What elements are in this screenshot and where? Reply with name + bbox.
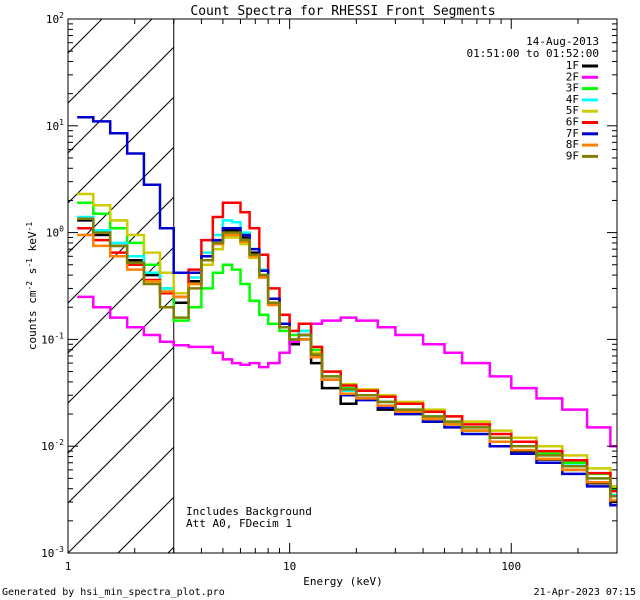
footer-generated-by: Generated by hsi_min_spectra_plot.pro xyxy=(2,587,225,598)
hatch-line xyxy=(468,19,640,553)
x-tick-label: 10 xyxy=(283,560,296,573)
legend-label-3F: 3F xyxy=(566,82,579,95)
legend-label-7F: 7F xyxy=(566,127,579,140)
hatched-region xyxy=(0,19,640,553)
hatch-line xyxy=(68,19,103,54)
x-tick-label: 1 xyxy=(65,560,72,573)
chart-title: Count Spectra for RHESSI Front Segments xyxy=(190,4,495,19)
legend-label-9F: 9F xyxy=(566,149,579,162)
annotation-background: Includes Background xyxy=(186,505,312,518)
y-tick-label: 101 xyxy=(46,118,64,133)
hatch-line xyxy=(68,446,174,553)
footer-timestamp: 21-Apr-2023 07:15 xyxy=(534,587,636,598)
legend-label-4F: 4F xyxy=(566,93,579,106)
hatch-line xyxy=(68,19,153,104)
y-axis-label: counts cm-2 s-1 keV-1 xyxy=(25,222,39,350)
hatch-line xyxy=(68,346,174,454)
hatch-line xyxy=(68,146,174,254)
x-tick-label: 100 xyxy=(501,560,521,573)
x-tick-labels: 1 10 100 xyxy=(65,560,522,573)
legend-label-8F: 8F xyxy=(566,138,579,151)
y-tick-label: 100 xyxy=(46,225,64,240)
y-tick-label: 10-1 xyxy=(41,331,64,346)
y-tick-label: 102 xyxy=(46,11,64,26)
date-label: 14-Aug-2013 xyxy=(526,35,599,48)
hatch-line xyxy=(68,396,174,504)
y-tick-labels: 10-3 10-2 10-1 100 101 102 xyxy=(41,11,64,560)
series-line-2F xyxy=(77,295,617,448)
hatch-line xyxy=(68,46,174,154)
axis-ticks xyxy=(67,18,618,554)
series-line-9F xyxy=(77,217,617,498)
legend-label-6F: 6F xyxy=(566,116,579,129)
time-range-label: 01:51:00 to 01:52:00 xyxy=(467,47,599,60)
hatch-line xyxy=(68,196,174,304)
y-tick-label: 10-3 xyxy=(41,545,64,560)
hatch-line xyxy=(68,246,174,354)
legend-label-1F: 1F xyxy=(566,59,579,72)
y-tick-label: 10-2 xyxy=(41,438,64,453)
hatch-line xyxy=(618,19,640,553)
legend-label-5F: 5F xyxy=(566,104,579,117)
hatch-line xyxy=(68,96,174,204)
x-axis-label: Energy (keV) xyxy=(303,575,382,588)
legend-label-2F: 2F xyxy=(566,70,579,83)
series-group xyxy=(77,116,617,507)
annotation-attenuator: Att A0, FDecim 1 xyxy=(186,517,292,530)
plot-frame xyxy=(67,18,618,554)
hatch-line xyxy=(0,19,2,553)
